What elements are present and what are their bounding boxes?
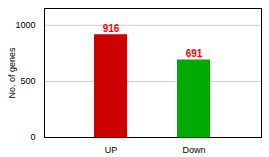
svg-text:No. of genes: No. of genes [7, 47, 17, 99]
svg-text:Down: Down [182, 145, 205, 155]
svg-text:916: 916 [103, 23, 120, 34]
svg-text:UP: UP [105, 145, 118, 155]
svg-text:0: 0 [30, 132, 35, 142]
svg-text:691: 691 [186, 48, 203, 59]
svg-text:500: 500 [20, 76, 35, 86]
svg-text:1000: 1000 [15, 20, 35, 30]
